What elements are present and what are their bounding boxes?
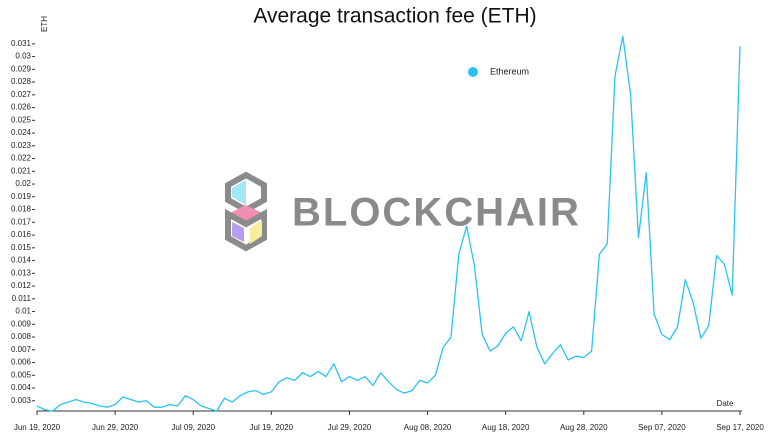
x-tick-label: Jul 19, 2020: [250, 423, 294, 432]
x-tick-label: Sep 07, 2020: [638, 423, 686, 432]
watermark: BLOCKCHAIR: [292, 191, 581, 235]
y-tick-label: 0.025: [11, 115, 32, 124]
chart-title: Average transaction fee (ETH): [253, 5, 536, 28]
y-tick-label: 0.011: [12, 294, 32, 303]
x-tick-label: Jun 19, 2020: [14, 423, 61, 432]
x-tick-label: Jun 29, 2020: [92, 423, 139, 432]
y-tick-label: 0.028: [11, 77, 32, 86]
y-tick-label: 0.009: [11, 319, 32, 328]
y-tick-label: 0.031: [11, 39, 32, 48]
y-tick-label: 0.026: [11, 103, 32, 112]
line-series: [36, 35, 741, 412]
y-tick-label: 0.029: [11, 64, 32, 73]
y-tick-label: 0.01: [15, 307, 31, 316]
y-axis-label: ETH: [40, 16, 49, 32]
x-tick-label: Aug 08, 2020: [404, 423, 452, 432]
x-tick-label: Aug 28, 2020: [560, 423, 608, 432]
y-tick-label: 0.02: [15, 179, 31, 188]
legend-label: Ethereum: [490, 66, 529, 76]
y-tick-label: 0.015: [11, 243, 32, 252]
y-tick-label: 0.008: [11, 332, 32, 341]
y-tick-label: 0.007: [11, 345, 32, 354]
x-axis-label: Date: [717, 399, 734, 408]
y-tick-label: 0.024: [11, 128, 32, 137]
y-tick-label: 0.018: [11, 205, 32, 214]
y-tick-label: 0.006: [11, 358, 32, 367]
x-tick-label: Jul 29, 2020: [328, 423, 372, 432]
logo: [225, 171, 267, 252]
y-tick-label: 0.003: [11, 396, 32, 405]
y-tick-label: 0.019: [11, 192, 32, 201]
y-tick-label: 0.004: [11, 383, 32, 392]
y-tick-label: 0.012: [11, 281, 32, 290]
y-tick-label: 0.017: [11, 217, 32, 226]
y-tick-label: 0.023: [11, 141, 32, 150]
x-tick-label: Sep 17, 2020: [716, 423, 764, 432]
y-tick-label: 0.014: [11, 256, 32, 265]
x-tick-label: Jul 09, 2020: [171, 423, 215, 432]
y-tick-label: 0.027: [11, 90, 32, 99]
x-tick-label: Aug 18, 2020: [482, 423, 530, 432]
y-tick-label: 0.03: [15, 52, 31, 61]
y-tick-label: 0.016: [11, 230, 32, 239]
y-tick-label: 0.005: [11, 370, 32, 379]
y-tick-label: 0.022: [11, 154, 32, 163]
legend-marker: [468, 67, 478, 77]
y-tick-label: 0.013: [11, 268, 32, 277]
y-tick-label: 0.021: [11, 166, 32, 175]
